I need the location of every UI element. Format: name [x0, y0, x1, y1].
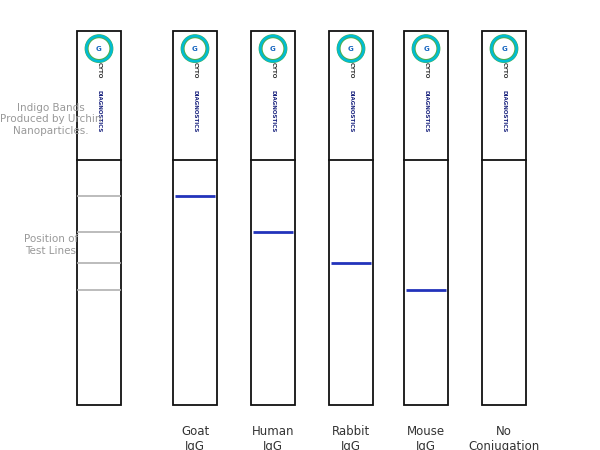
Ellipse shape: [259, 34, 287, 63]
Text: CYTO: CYTO: [193, 62, 197, 78]
Text: CYTO: CYTO: [97, 62, 101, 78]
Text: G: G: [348, 45, 354, 52]
Text: G: G: [501, 45, 507, 52]
Text: DIAGNOSTICS: DIAGNOSTICS: [502, 90, 506, 132]
Ellipse shape: [337, 34, 365, 63]
Ellipse shape: [263, 38, 283, 59]
Ellipse shape: [341, 38, 361, 59]
Text: CYTO: CYTO: [271, 62, 275, 78]
Text: G: G: [270, 45, 276, 52]
Text: Mouse
IgG: Mouse IgG: [407, 425, 445, 450]
Text: CYTO: CYTO: [502, 62, 506, 78]
Ellipse shape: [181, 34, 209, 63]
Ellipse shape: [416, 38, 436, 59]
Text: G: G: [423, 45, 429, 52]
Text: DIAGNOSTICS: DIAGNOSTICS: [271, 90, 275, 132]
Bar: [329, 32, 373, 405]
Ellipse shape: [490, 34, 518, 63]
Bar: [404, 32, 448, 405]
Ellipse shape: [185, 38, 205, 59]
Ellipse shape: [412, 34, 440, 63]
Text: DIAGNOSTICS: DIAGNOSTICS: [193, 90, 197, 132]
Text: No
Conjugation: No Conjugation: [469, 425, 539, 450]
Text: CYTO: CYTO: [349, 62, 353, 78]
Text: DIAGNOSTICS: DIAGNOSTICS: [424, 90, 428, 132]
Text: Human
IgG: Human IgG: [252, 425, 294, 450]
Text: CYTO: CYTO: [424, 62, 428, 78]
Bar: [173, 32, 217, 405]
Text: Position of
Test Lines: Position of Test Lines: [24, 234, 78, 256]
Bar: [482, 32, 526, 405]
Text: G: G: [192, 45, 198, 52]
Text: DIAGNOSTICS: DIAGNOSTICS: [349, 90, 353, 132]
Ellipse shape: [85, 34, 113, 63]
Ellipse shape: [494, 38, 514, 59]
Text: DIAGNOSTICS: DIAGNOSTICS: [97, 90, 101, 132]
Bar: [77, 32, 121, 405]
Text: Rabbit
IgG: Rabbit IgG: [332, 425, 370, 450]
Bar: [251, 32, 295, 405]
Ellipse shape: [89, 38, 109, 59]
Text: Indigo Bands
Produced by Urchin
Nanoparticles.: Indigo Bands Produced by Urchin Nanopart…: [0, 103, 102, 136]
Text: Goat
IgG: Goat IgG: [181, 425, 209, 450]
Text: G: G: [96, 45, 102, 52]
